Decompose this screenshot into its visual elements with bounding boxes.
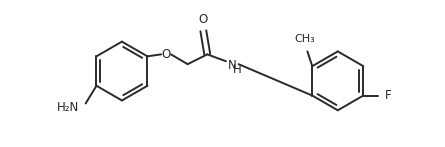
Text: O: O xyxy=(162,48,171,61)
Text: H: H xyxy=(233,63,242,76)
Text: N: N xyxy=(227,59,236,72)
Text: O: O xyxy=(199,13,208,26)
Text: F: F xyxy=(385,89,392,102)
Text: CH₃: CH₃ xyxy=(294,34,315,44)
Text: H₂N: H₂N xyxy=(57,101,79,114)
